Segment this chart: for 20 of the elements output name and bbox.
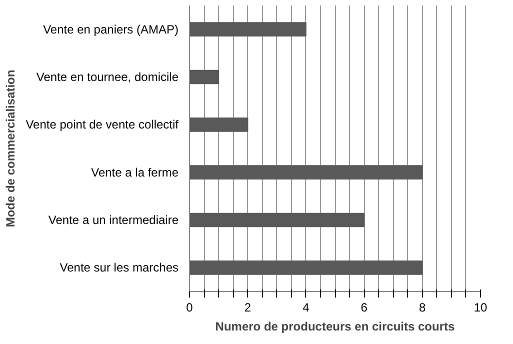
y-tick-label: Vente a un intermediaire — [48, 213, 179, 227]
x-tick-label: 8 — [418, 300, 426, 314]
bar — [190, 117, 248, 132]
y-tick-label: Vente en tournee, domicile — [36, 70, 179, 84]
bar — [190, 212, 365, 228]
y-tick-label: Vente en paniers (AMAP) — [43, 22, 179, 36]
x-tick-label: 4 — [302, 300, 310, 314]
x-axis-title: Numero de producteurs en circuits courts — [215, 320, 456, 334]
bar — [190, 260, 423, 275]
y-tick-label: Vente a la ferme — [91, 165, 179, 180]
y-axis-title: Mode de commercialisation — [4, 70, 18, 228]
bar — [190, 22, 306, 37]
y-tick-label: Vente sur les marches — [60, 260, 179, 275]
x-tick-label: 0 — [186, 300, 194, 314]
x-tick-label: 6 — [360, 300, 368, 314]
y-tick-label: Vente point de vente collectif — [26, 118, 180, 132]
x-tick-label: 2 — [244, 300, 252, 314]
bar — [190, 70, 220, 84]
x-tick-label: 10 — [474, 300, 488, 314]
bar — [190, 165, 423, 180]
